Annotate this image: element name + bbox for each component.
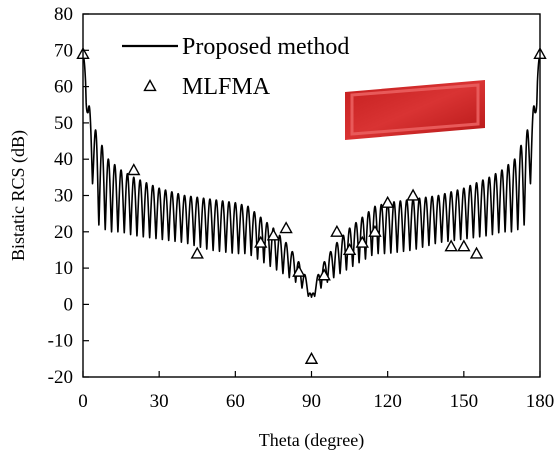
mlfma-point <box>266 228 281 241</box>
y-tick-label: 0 <box>64 294 74 315</box>
mlfma-point <box>406 188 420 201</box>
mlfma-point <box>444 239 458 252</box>
proposed-method-line <box>82 53 541 298</box>
y-tick-label: 60 <box>54 77 73 98</box>
y-tick-label: 30 <box>54 186 73 207</box>
x-tick-label: 60 <box>226 391 245 412</box>
legend-entry-mlfma: MLFMA <box>182 74 271 100</box>
mlfma-point <box>304 351 319 364</box>
inset-box-edge <box>350 83 480 136</box>
x-tick-label: 150 <box>450 391 479 412</box>
plot-layer <box>76 46 547 364</box>
y-tick-label: 40 <box>54 149 73 170</box>
x-tick-label: 0 <box>78 391 88 412</box>
y-tick-label: 20 <box>54 222 73 243</box>
mlfma-point <box>292 264 306 277</box>
mlfma-point <box>317 268 331 281</box>
mlfma-point <box>330 224 344 237</box>
mlfma-point <box>190 246 204 259</box>
mlfma-point <box>279 221 293 234</box>
legend: Proposed method MLFMA <box>122 34 349 100</box>
y-tick-label: -20 <box>48 367 73 388</box>
y-tick-label: 70 <box>54 40 73 61</box>
axes-layer: 0 30 60 90 120 150 180 -20 -10 0 10 20 30 40 50 60 70 80 T… <box>8 4 554 451</box>
x-tick-label: 120 <box>373 391 402 412</box>
mlfma-point <box>368 224 382 237</box>
mlfma-point <box>469 246 484 259</box>
mlfma-point <box>127 163 141 176</box>
x-tick-label: 30 <box>150 391 169 412</box>
x-tick-label: 180 <box>526 391 555 412</box>
y-tick-label: -10 <box>48 331 73 352</box>
legend-entry-proposed: Proposed method <box>182 34 349 60</box>
inset-red-box-icon <box>345 80 485 140</box>
y-tick-label: 80 <box>54 4 73 25</box>
mlfma-point <box>355 235 369 248</box>
x-axis-title: Theta (degree) <box>259 430 364 451</box>
y-tick-label: 10 <box>54 258 73 279</box>
mlfma-point <box>457 239 471 252</box>
y-axis-title: Bistatic RCS (dB) <box>8 130 29 261</box>
x-tick-label: 90 <box>302 391 321 412</box>
legend-triangle-swatch <box>143 79 157 92</box>
mlfma-point <box>342 243 357 256</box>
mlfma-point <box>254 235 268 248</box>
mlfma-point <box>380 195 395 208</box>
y-tick-label: 50 <box>54 113 73 134</box>
